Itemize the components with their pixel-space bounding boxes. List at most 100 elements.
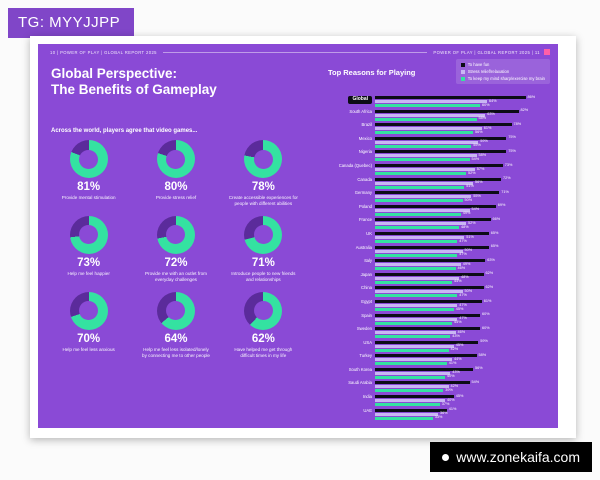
bar (375, 263, 461, 267)
bar-value: 60% (482, 102, 490, 107)
bar-group: 82% 63% 58% (375, 108, 550, 121)
donut-caption: Provide me with an outlet from everyday … (144, 270, 208, 282)
donut-caption: Help me feel less isolated/lonely by con… (142, 346, 210, 358)
bar-value: 45% (455, 306, 464, 311)
bar-group: 65% 50% 47% (375, 244, 550, 257)
bar-value: 75% (508, 135, 516, 140)
bar (375, 313, 480, 317)
bar-group: 41% 36% 33% (375, 407, 550, 420)
bar-value: 47% (459, 316, 467, 321)
bar-value: 50% (464, 248, 473, 253)
country-label: Mexico (358, 135, 372, 141)
bar-group: 86% 64% 60% (375, 94, 550, 107)
donut-chart (69, 140, 108, 178)
site-watermark: www.zonekaifa.com (430, 442, 592, 472)
country-label: USA (363, 339, 372, 345)
bar-value: 61% (483, 298, 492, 303)
donut-chart (69, 215, 108, 254)
bar (375, 199, 463, 203)
bar (375, 123, 512, 127)
donut-percent: 62% (251, 332, 275, 345)
bar (375, 96, 526, 99)
bar (375, 253, 458, 257)
bar (375, 375, 445, 379)
country-label: South Africa (349, 108, 372, 114)
bar-row: Mexico 75% 59% 55% (328, 135, 550, 148)
donut-caption: Provide stress relief (155, 195, 197, 200)
bar-value: 58% (478, 352, 487, 357)
bar (375, 385, 449, 389)
bar (375, 177, 501, 181)
bar-value: 65% (490, 244, 499, 249)
country-label: France (358, 217, 372, 223)
bar-value: 54% (471, 207, 480, 212)
bar (375, 371, 451, 375)
country-label: Germany (354, 190, 372, 196)
bar-value: 86% (527, 94, 536, 99)
running-header-right: POWER OF PLAY | GLOBAL REPORT 2025 | 11 (433, 49, 540, 55)
bar (375, 259, 486, 263)
bar-value: 64% (489, 98, 497, 103)
bar-value: 71% (501, 189, 509, 194)
page-title: Global Perspective: The Benefits of Game… (51, 66, 217, 98)
bar-value: 49% (462, 211, 471, 216)
donut-percent: 71% (251, 256, 275, 269)
bar-value: 72% (503, 176, 511, 181)
legend-label: To keep my mind sharp/exercise my brain (467, 76, 545, 81)
donut-chart (156, 140, 195, 178)
country-label: India (362, 394, 372, 400)
bar-value: 45% (455, 393, 464, 398)
bar-group: 63% 49% 46% (375, 258, 550, 271)
bar-row: Australia 65% 50% 47% (328, 244, 550, 257)
donut-cell: 70% Help me feel less anxious (48, 291, 129, 359)
bar-value: 47% (459, 302, 467, 307)
donut-chart (244, 140, 283, 178)
bar-value: 44% (454, 279, 462, 284)
bar (375, 362, 447, 366)
donut-percent: 80% (164, 181, 188, 193)
bar-value: 54% (471, 380, 480, 385)
country-label: UK (366, 230, 372, 236)
bar-value: 63% (487, 112, 495, 117)
bar-value: 45% (455, 343, 464, 348)
bar-row: Canada (Quebec) 73% 57% 52% (328, 163, 550, 175)
site-watermark-text: www.zonekaifa.com (456, 449, 580, 465)
donut-caption: Create accessible experiences for people… (228, 195, 298, 206)
country-label: Brazil (361, 122, 372, 128)
bar-row: Sweden 60% 46% 43% (328, 326, 550, 339)
bar-chart: Global 86% 64% 60% South Africa 82% 63% 58% Braz… (328, 94, 550, 420)
bar (375, 280, 452, 284)
bar-value: 78% (513, 121, 522, 126)
bar-group: 56% 43% 40% (375, 367, 550, 379)
bar-value: 43% (452, 333, 460, 338)
bar (375, 344, 454, 348)
bar-value: 59% (480, 339, 488, 344)
bar-group: 71% 55% 50% (375, 189, 550, 203)
bar-value: 69% (497, 203, 506, 208)
bar-value: 56% (475, 180, 483, 185)
country-label: UAE (363, 407, 372, 413)
bar (375, 290, 463, 294)
bar (375, 171, 466, 175)
bar (375, 272, 484, 276)
bar (375, 303, 458, 307)
legend: To have fun Stress relief/relaxation To ke… (455, 59, 550, 84)
bar-row: Brazil 78% 61% 56% (328, 121, 550, 135)
country-label: Poland (358, 203, 372, 209)
bar-value: 42% (450, 384, 459, 389)
bar (375, 327, 480, 331)
bar (375, 286, 484, 290)
bar (375, 222, 466, 226)
bar (375, 226, 459, 230)
bar-row: Germany 71% 55% 50% (328, 189, 550, 203)
legend-item: To keep my mind sharp/exercise my brain (460, 76, 545, 81)
bar-row: France 66% 52% 48% (328, 217, 550, 230)
bar-value: 82% (520, 108, 529, 113)
bar (375, 136, 507, 140)
bar-value: 40% (447, 374, 455, 379)
country-label: Canada (357, 176, 372, 182)
donut-caption: Introduce people to new friends and rela… (231, 270, 296, 282)
donut-cell: 81% Provide mental stimulation (48, 140, 129, 207)
legend-swatch (460, 69, 465, 74)
